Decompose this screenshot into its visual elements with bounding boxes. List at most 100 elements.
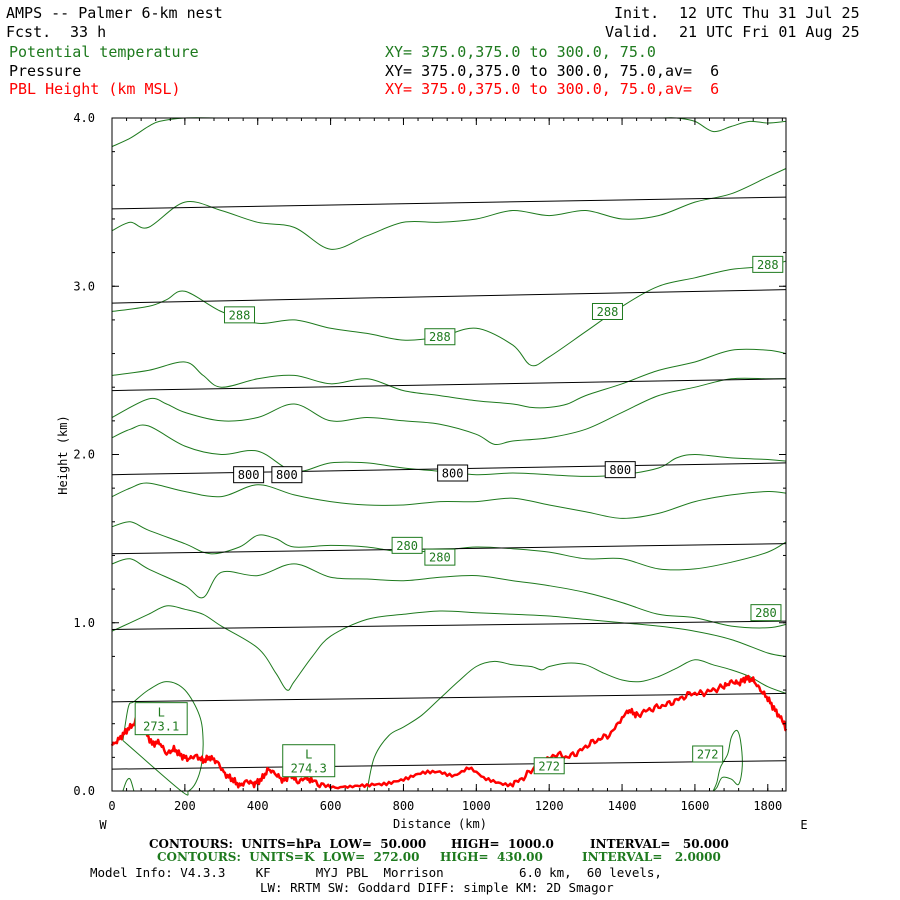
y-tick-label-3: 3.0 bbox=[73, 279, 95, 293]
pbl-series bbox=[110, 674, 788, 790]
theta-label-0-box bbox=[224, 306, 256, 324]
footer-theta-a: CONTOURS: UNITS=K LOW= 272.00 bbox=[157, 850, 420, 864]
low-marker-box-1 bbox=[282, 744, 336, 778]
x-tick-label-5: 1000 bbox=[462, 799, 491, 813]
theta-label-1-box bbox=[424, 328, 456, 346]
pressure-contour-5 bbox=[111, 378, 787, 392]
theta-label-8-box bbox=[533, 757, 565, 775]
pressure-contours bbox=[111, 196, 787, 770]
theta-label-2-box bbox=[591, 302, 623, 320]
footer-model-info: Model Info: V4.3.3 KF MYJ PBL Morrison 6… bbox=[90, 865, 662, 880]
theta-label-7-box bbox=[692, 745, 724, 763]
pressure-label-3-box bbox=[604, 461, 636, 479]
field-name-theta: Potential temperature bbox=[9, 43, 199, 61]
pressure-label-0-text: 800 bbox=[238, 468, 260, 482]
pressure-label-1: 800 bbox=[271, 466, 303, 484]
pressure-label-2-box bbox=[437, 464, 469, 482]
footer-physics-info: LW: RRTM SW: Goddard DIFF: simple KM: 2D… bbox=[260, 880, 614, 895]
theta-label-6-box bbox=[750, 604, 782, 622]
chart-title: AMPS -- Palmer 6-km nest bbox=[6, 4, 223, 22]
pressure-label-0: 800 bbox=[233, 466, 265, 484]
pbl-height-line bbox=[110, 674, 788, 790]
fcst-hours: 33 h bbox=[70, 23, 107, 41]
theta-contour-0 bbox=[111, 605, 787, 691]
x-tick-label-7: 1400 bbox=[608, 799, 637, 813]
init-label: Init. bbox=[614, 4, 660, 22]
field-name-pressure: Pressure bbox=[9, 62, 82, 80]
field-xy-pressure: XY= 375.0,375.0 to 300.0, 75.0,av= 6 bbox=[385, 62, 720, 80]
theta-label-3-box bbox=[752, 255, 784, 273]
field-name-pbl: PBL Height (km MSL) bbox=[9, 80, 181, 98]
pressure-label-3: 800 bbox=[604, 461, 636, 479]
theta-label-2-text: 288 bbox=[597, 305, 619, 319]
theta-closed-contour-2 bbox=[712, 729, 743, 792]
x-tick-label-4: 800 bbox=[393, 799, 415, 813]
pressure-contour-7 bbox=[111, 196, 787, 210]
low-marker-letter-1: L bbox=[305, 748, 312, 762]
theta-label-0-text: 288 bbox=[229, 308, 251, 322]
x-tick-label-8: 1600 bbox=[680, 799, 709, 813]
theta-label-1-text: 288 bbox=[429, 330, 451, 344]
x-tick-label-6: 1200 bbox=[535, 799, 564, 813]
init-time: 12 UTC Thu 31 Jul 25 bbox=[679, 4, 860, 22]
east-label: E bbox=[800, 818, 807, 832]
theta-contour-5 bbox=[111, 377, 786, 446]
theta-label-4: 280 bbox=[391, 536, 423, 554]
theta-label-5-box bbox=[424, 548, 456, 566]
x-tick-label-9: 1800 bbox=[753, 799, 782, 813]
y-tick-label-0: 0.0 bbox=[73, 784, 95, 798]
contour-labels: 800 800 800 800 288 288 288 288 280 280 280 272 272 L… bbox=[134, 255, 784, 778]
theta-label-7: 272 bbox=[692, 745, 724, 763]
theta-label-8: 272 bbox=[533, 757, 565, 775]
x-tick-label-1: 200 bbox=[174, 799, 196, 813]
theta-contour-6 bbox=[111, 348, 787, 409]
theta-closed-contour-0 bbox=[122, 681, 204, 796]
theta-closed-contour-1 bbox=[366, 659, 787, 792]
theta-label-1: 288 bbox=[424, 328, 456, 346]
x-tick-label-2: 400 bbox=[247, 799, 269, 813]
theta-label-6: 280 bbox=[750, 604, 782, 622]
west-label: W bbox=[99, 818, 107, 832]
pressure-label-2-text: 800 bbox=[442, 467, 464, 481]
footer-theta-b: HIGH= 430.00 bbox=[440, 850, 543, 864]
theta-contour-3 bbox=[111, 482, 787, 519]
low-marker-letter-0: L bbox=[158, 706, 165, 720]
theta-label-5: 280 bbox=[424, 548, 456, 566]
pressure-label-2: 800 bbox=[437, 464, 469, 482]
pressure-contour-6 bbox=[111, 289, 787, 304]
theta-label-0: 288 bbox=[224, 306, 256, 324]
pressure-label-3-text: 800 bbox=[609, 463, 631, 477]
theta-label-4-text: 280 bbox=[396, 539, 418, 553]
x-tick-label-0: 0 bbox=[108, 799, 115, 813]
theta-label-6-text: 280 bbox=[755, 606, 777, 620]
pressure-label-1-text: 800 bbox=[276, 468, 298, 482]
theta-label-3: 288 bbox=[752, 255, 784, 273]
low-marker-value-1: 274.3 bbox=[291, 762, 327, 776]
theta-label-2: 288 bbox=[591, 302, 623, 320]
pressure-label-1-box bbox=[271, 466, 303, 484]
field-xy-theta: XY= 375.0,375.0 to 300.0, 75.0 bbox=[385, 43, 656, 61]
theta-contour-9 bbox=[111, 117, 787, 148]
footer-theta-c: INTERVAL= 2.0000 bbox=[582, 850, 721, 864]
theta-label-7-text: 272 bbox=[697, 747, 719, 761]
theta-contour-7 bbox=[111, 260, 787, 367]
theta-contours bbox=[111, 117, 787, 796]
y-tick-label-2: 2.0 bbox=[73, 448, 95, 462]
theta-closed-contour-3 bbox=[122, 777, 135, 792]
footer-pressure-c: INTERVAL= 50.000 bbox=[590, 837, 729, 851]
pressure-contour-0 bbox=[111, 760, 787, 770]
y-axis-label: Height (km) bbox=[56, 415, 70, 494]
theta-label-8-text: 272 bbox=[538, 759, 560, 773]
footer-pressure-a: CONTOURS: UNITS=hPa LOW= 50.000 bbox=[149, 837, 427, 851]
theta-label-3-text: 288 bbox=[757, 258, 779, 272]
pressure-contour-2 bbox=[111, 620, 787, 630]
field-xy-pbl: XY= 375.0,375.0 to 300.0, 75.0,av= 6 bbox=[385, 80, 720, 98]
footer-pressure-b: HIGH= 1000.0 bbox=[451, 837, 554, 851]
low-marker-box-0 bbox=[134, 702, 188, 736]
axes: 0 200 400 600 800 1000 1200 1400 1600 1800 0.0 1.0 2… bbox=[73, 111, 786, 813]
pressure-contour-1 bbox=[111, 692, 787, 703]
x-axis-label: Distance (km) bbox=[393, 817, 487, 831]
